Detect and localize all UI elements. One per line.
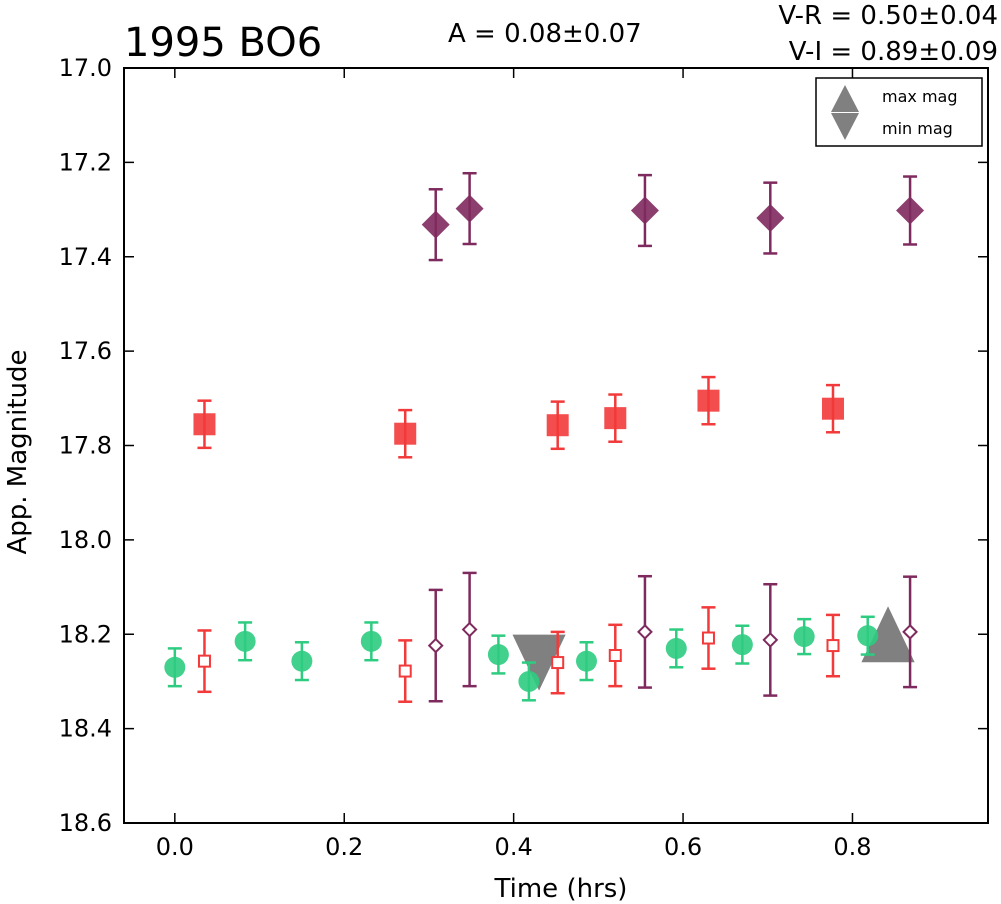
legend-label-min: min mag: [882, 119, 953, 138]
data-point-circle: [731, 634, 753, 656]
x-tick-label: 0.4: [495, 833, 533, 861]
data-point-circle: [291, 650, 313, 672]
data-point-square: [826, 639, 840, 653]
data-point-circle: [575, 650, 597, 672]
data-point-square: [551, 656, 565, 670]
data-point-square: [608, 648, 622, 662]
legend-triangle-up-icon: [831, 85, 859, 112]
data-point-square: [197, 654, 211, 668]
data-point-diamond: [461, 621, 478, 638]
data-point-circle: [234, 630, 256, 652]
y-axis-title: App. Magnitude: [3, 349, 33, 554]
plot-frame: [123, 67, 989, 824]
x-tick-label: 0.0: [156, 833, 194, 861]
axis-ticks: 0.0 0.2 0.4 0.6 0.8 17.0 17.2 17.4 17.6 17.8 18.0 1…: [59, 54, 988, 861]
chart-title: 1995 BO6: [124, 20, 322, 66]
data-point-square: [398, 664, 412, 678]
data-point-diamond: [421, 210, 450, 239]
data-point-square: [394, 422, 417, 445]
data-point-diamond: [896, 196, 925, 225]
min-mag-marker: [512, 634, 566, 691]
x-tick-label: 0.2: [325, 833, 363, 861]
x-tick-label: 0.6: [664, 833, 702, 861]
data-point-circle: [360, 630, 382, 652]
data-point-circle: [857, 625, 879, 647]
y-tick-label: 17.0: [59, 54, 112, 82]
y-tick-label: 18.6: [59, 809, 112, 837]
legend-triangle-down-icon: [831, 113, 859, 140]
v-r-annotation: V-R = 0.50±0.04: [778, 1, 998, 31]
y-tick-label: 18.2: [59, 620, 112, 648]
data-point-circle: [665, 637, 687, 659]
y-tick-label: 17.6: [59, 337, 112, 365]
legend-label-max: max mag: [882, 87, 958, 106]
amplitude-annotation: A = 0.08±0.07: [448, 19, 642, 49]
data-point-square: [821, 397, 844, 420]
data-point-circle: [164, 656, 186, 678]
max-mag-marker: [861, 606, 915, 663]
data-point-diamond: [427, 637, 444, 654]
y-tick-label: 17.8: [59, 432, 112, 460]
data-point-diamond: [637, 623, 653, 640]
y-tick-label: 17.4: [59, 243, 112, 271]
y-tick-label: 18.0: [59, 526, 112, 554]
x-tick-label: 0.8: [833, 833, 871, 861]
v-i-annotation: V-I = 0.89±0.09: [789, 37, 998, 67]
data-point-circle: [793, 626, 815, 648]
y-tick-label: 18.4: [59, 715, 112, 743]
data-point-square: [697, 389, 720, 412]
data-point-circle: [518, 670, 540, 692]
data-point-square: [546, 414, 569, 437]
data-point-square: [604, 407, 627, 430]
data-point-diamond: [756, 204, 785, 233]
plot-area: [164, 171, 925, 703]
data-point-diamond: [762, 631, 779, 648]
data-point-square: [193, 413, 216, 436]
y-tick-label: 17.2: [59, 148, 112, 176]
legend: max mag min mag: [815, 77, 983, 147]
data-point-diamond: [455, 194, 484, 223]
data-point-circle: [487, 644, 509, 666]
x-axis-title: Time (hrs): [494, 874, 628, 904]
data-point-diamond: [902, 623, 918, 640]
data-point-square: [701, 631, 715, 645]
data-point-diamond: [630, 196, 659, 225]
